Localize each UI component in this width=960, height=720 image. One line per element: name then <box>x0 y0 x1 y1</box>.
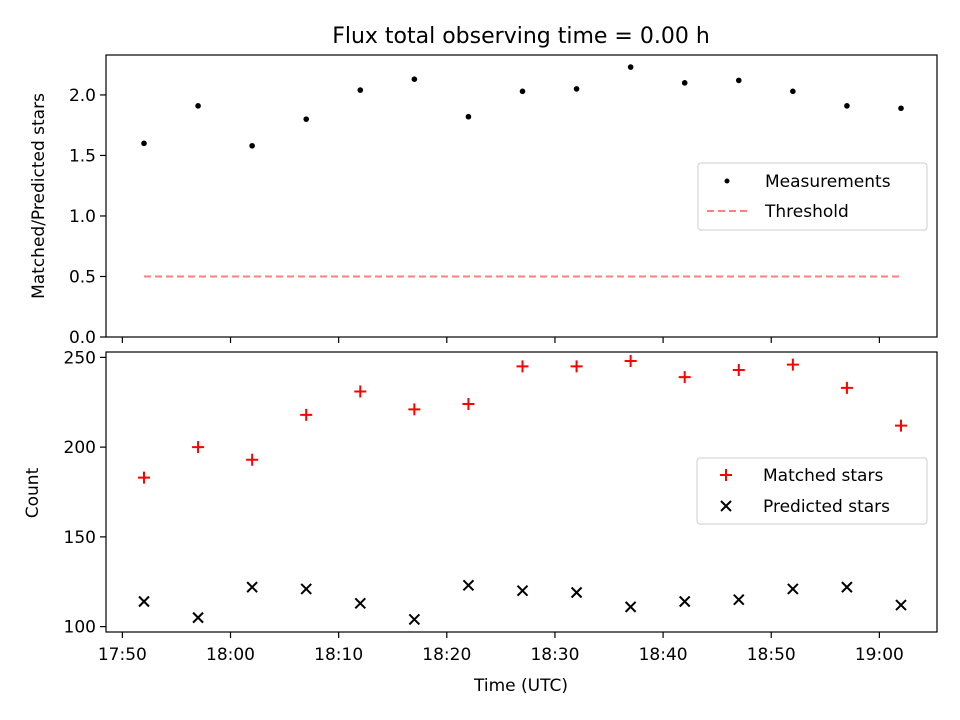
measurement-point <box>790 88 796 95</box>
predicted-stars-point <box>408 613 421 626</box>
bottom-y-tick-label: 150 <box>64 528 96 548</box>
bottom-y-axis-label: Count <box>23 467 43 518</box>
bottom-legend: Matched stars Predicted stars <box>696 457 928 525</box>
measurement-point <box>141 140 147 147</box>
bottom-x-axis-label: Time (UTC) <box>473 676 568 696</box>
top-y-axis-label: Matched/Predicted stars <box>29 93 49 299</box>
predicted-stars-point <box>570 586 583 599</box>
top-y-tick-label: 0.0 <box>69 328 96 348</box>
bottom-x-tick-label: 18:20 <box>422 645 471 665</box>
bottom-x-ticks: 17:50 18:00 18:10 18:20 18:30 18:40 18:50 19:00 <box>98 632 904 665</box>
top-series-marks <box>141 64 904 278</box>
measurement-point <box>627 64 634 70</box>
measurement-point <box>357 87 364 93</box>
measurement-point <box>898 105 904 112</box>
bottom-x-tick-label: 18:00 <box>206 645 255 665</box>
top-x-ticks <box>121 337 880 343</box>
top-y-tick-label: 0.5 <box>69 267 96 287</box>
bottom-x-tick-label: 18:40 <box>639 645 688 665</box>
measurement-point <box>303 116 310 122</box>
top-chart-title: Flux total observing time = 0.00 h <box>332 24 710 49</box>
bottom-x-tick-label: 19:00 <box>855 645 904 665</box>
matched-stars-point <box>732 363 745 376</box>
matched-stars-point <box>354 385 367 398</box>
legend-measurements-marker <box>724 178 730 184</box>
bottom-y-ticks: 100 150 200 250 <box>64 348 106 638</box>
matched-stars-point <box>895 419 907 432</box>
predicted-stars-point <box>192 611 204 624</box>
top-y-tick-label: 1.0 <box>69 207 96 227</box>
matched-stars-point <box>300 408 313 421</box>
matched-stars-point <box>516 360 529 373</box>
measurement-point <box>844 103 850 109</box>
measurement-point <box>411 76 418 83</box>
legend-measurements-label: Measurements <box>765 172 891 192</box>
predicted-stars-point <box>787 583 799 595</box>
matched-stars-point <box>462 398 475 411</box>
predicted-stars-point <box>624 601 637 613</box>
measurement-point <box>681 80 688 86</box>
predicted-stars-point <box>733 593 745 606</box>
measurement-point <box>249 142 255 149</box>
predicted-stars-point <box>516 585 529 597</box>
top-legend-box <box>697 162 928 231</box>
matched-stars-point <box>408 403 421 416</box>
predicted-stars-point <box>895 599 907 611</box>
matched-stars-point <box>840 381 853 394</box>
predicted-stars-point <box>462 579 475 592</box>
predicted-stars-point <box>300 583 312 595</box>
bottom-legend-box <box>696 457 928 525</box>
predicted-stars-point <box>679 595 691 608</box>
bottom-panel: Count Time (UTC) 100 150 200 250 17:50 18:00… <box>23 348 938 696</box>
bottom-y-tick-label: 100 <box>64 618 96 638</box>
measurement-point <box>735 77 742 84</box>
top-panel: Flux total observing time = 0.00 h Match… <box>29 24 938 348</box>
predicted-stars-point <box>354 597 366 609</box>
legend-threshold-label: Threshold <box>764 202 849 222</box>
matched-stars-point <box>246 453 259 466</box>
legend-matched-stars-label: Matched stars <box>763 466 883 486</box>
legend-predicted-stars-marker <box>720 500 732 512</box>
bottom-x-tick-label: 17:50 <box>98 645 147 665</box>
measurement-point <box>195 103 201 109</box>
matched-stars-point <box>678 371 691 384</box>
predicted-stars-point <box>246 581 258 593</box>
bottom-plot-frame <box>105 351 938 633</box>
matched-stars-point <box>624 354 637 367</box>
measurement-point <box>465 113 472 120</box>
matched-stars-point <box>570 360 583 373</box>
bottom-x-tick-label: 18:30 <box>530 645 579 665</box>
matched-stars-point <box>138 471 150 484</box>
matched-stars-point <box>192 441 205 454</box>
bottom-series-marks <box>138 354 907 626</box>
predicted-stars-point <box>138 595 150 608</box>
bottom-y-tick-label: 250 <box>64 348 96 368</box>
bottom-x-tick-label: 18:10 <box>314 645 363 665</box>
legend-matched-stars-marker <box>720 469 732 481</box>
bottom-x-tick-label: 18:50 <box>747 645 796 665</box>
top-y-tick-label: 1.5 <box>69 146 96 166</box>
top-y-tick-label: 2.0 <box>69 86 96 106</box>
measurement-point <box>573 86 580 92</box>
legend-predicted-stars-label: Predicted stars <box>763 497 890 517</box>
top-plot-frame <box>105 54 938 338</box>
matched-stars-point <box>786 358 799 371</box>
predicted-stars-point <box>841 581 853 593</box>
measurement-point <box>519 88 526 95</box>
top-legend: Measurements Threshold <box>697 162 928 231</box>
bottom-y-tick-label: 200 <box>64 438 96 458</box>
top-y-ticks: 0.0 0.5 1.0 1.5 2.0 <box>69 86 106 348</box>
